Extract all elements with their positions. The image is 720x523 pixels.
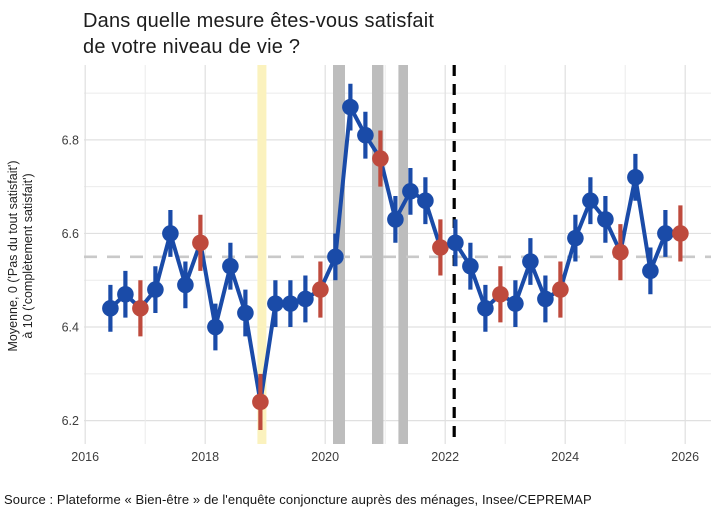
chart-title-line2: de votre niveau de vie ? — [83, 36, 301, 58]
data-point — [102, 300, 119, 317]
data-point — [387, 211, 404, 228]
data-point — [117, 285, 134, 303]
highlight-band — [257, 65, 267, 444]
data-point — [237, 304, 254, 322]
y-tick-label: 6.8 — [62, 133, 79, 147]
data-point — [417, 192, 434, 209]
x-tick-label: 2026 — [671, 450, 699, 464]
data-point — [582, 192, 599, 209]
data-point — [297, 290, 314, 308]
data-point — [447, 234, 464, 252]
source-caption: Source : Plateforme « Bien-être » de l'e… — [4, 492, 592, 507]
data-point — [342, 98, 359, 116]
data-point — [402, 183, 419, 200]
data-point — [207, 318, 224, 336]
data-point — [177, 276, 194, 294]
y-axis-label-line1: Moyenne, 0 ('Pas du tout satisfait') — [6, 161, 20, 352]
data-point — [312, 281, 329, 298]
data-point — [462, 257, 479, 275]
x-tick-labels: 2016 2018 2020 2022 2024 2026 — [71, 450, 699, 464]
data-point — [597, 211, 614, 228]
data-point — [327, 248, 344, 266]
data-point — [492, 285, 509, 303]
data-point — [372, 150, 389, 167]
line-chart: Moyenne, 0 ('Pas du tout satisfait') à 1… — [6, 65, 711, 464]
y-tick-label: 6.4 — [62, 321, 79, 335]
reference-lines — [84, 65, 711, 444]
gridlines — [84, 65, 711, 444]
y-tick-labels: 6.2 6.4 6.6 6.8 — [62, 133, 79, 428]
data-point — [552, 281, 569, 298]
data-point — [537, 290, 554, 308]
data-series — [102, 83, 689, 430]
data-point — [162, 225, 179, 242]
data-point — [522, 253, 539, 270]
data-point — [192, 234, 209, 252]
axis-labels: Moyenne, 0 ('Pas du tout satisfait') à 1… — [6, 133, 699, 464]
data-point — [627, 168, 644, 186]
data-point — [432, 239, 449, 256]
data-point — [267, 295, 284, 312]
data-point — [132, 300, 149, 317]
highlight-band — [398, 65, 408, 444]
data-point — [657, 225, 674, 242]
y-axis-label-line2: à 10 ('complètement satisfait') — [21, 173, 35, 338]
x-tick-label: 2022 — [431, 450, 459, 464]
series-line — [108, 105, 683, 404]
chart-title: Dans quelle mesure êtes-vous satisfait d… — [83, 8, 434, 60]
data-point — [477, 300, 494, 317]
highlight-band — [372, 65, 384, 444]
data-point — [147, 281, 164, 298]
data-point — [612, 243, 629, 261]
data-point — [252, 393, 269, 411]
x-tick-label: 2018 — [191, 450, 219, 464]
data-point — [642, 262, 659, 280]
x-tick-label: 2020 — [311, 450, 339, 464]
data-point — [507, 295, 524, 312]
y-tick-label: 6.6 — [62, 227, 79, 241]
data-point — [672, 225, 689, 242]
chart-title-line1: Dans quelle mesure êtes-vous satisfait — [83, 10, 435, 32]
y-tick-label: 6.2 — [62, 414, 79, 428]
x-tick-label: 2016 — [71, 450, 99, 464]
data-point — [222, 257, 239, 275]
data-point — [567, 229, 584, 247]
data-point — [282, 295, 299, 312]
x-tick-label: 2024 — [551, 450, 579, 464]
data-point — [357, 126, 374, 144]
